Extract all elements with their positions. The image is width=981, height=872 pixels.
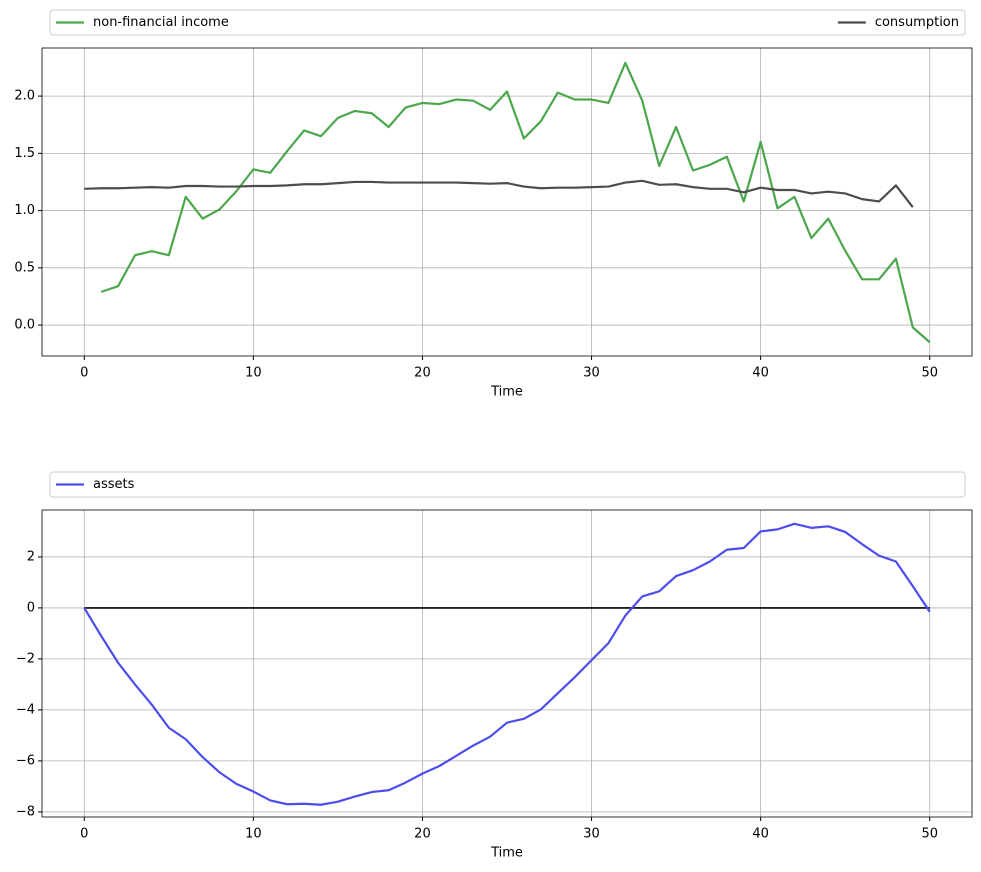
legend-label: consumption xyxy=(875,15,959,30)
series-line xyxy=(100,61,931,344)
x-tick-label: 40 xyxy=(752,366,769,381)
subplot: 0 10 20 30 40 50 −8 −6 −4 −2 0 2 Time assets xyxy=(16,471,973,861)
x-tick-label: 30 xyxy=(583,366,600,381)
y-tick-label: −6 xyxy=(16,753,35,768)
y-tick-label: 0.0 xyxy=(14,318,35,333)
y-tick-label: 2 xyxy=(27,549,35,564)
axes-frame xyxy=(41,509,973,818)
x-tick-label: 20 xyxy=(414,366,431,381)
y-tick-label: 0.5 xyxy=(14,260,35,275)
legend: assets xyxy=(49,471,966,498)
x-tick-label: 50 xyxy=(921,827,938,842)
y-tick-label: 2.0 xyxy=(14,89,35,104)
y-tick-label: 1.0 xyxy=(14,203,35,218)
legend-label: assets xyxy=(93,477,135,492)
legend-label: non-financial income xyxy=(93,15,229,30)
legend-box xyxy=(49,471,966,498)
series-line xyxy=(83,522,931,806)
x-tick-label: 0 xyxy=(80,827,88,842)
y-tick-label: −4 xyxy=(16,702,35,717)
x-tick-label: 30 xyxy=(583,827,600,842)
y-tick-label: 1.5 xyxy=(14,146,35,161)
x-tick-label: 40 xyxy=(752,827,769,842)
x-tick-label: 50 xyxy=(921,366,938,381)
series-line xyxy=(84,179,914,208)
x-tick-label: 0 xyxy=(80,366,88,381)
legend: non-financial income consumption xyxy=(49,9,966,36)
x-axis-label: Time xyxy=(490,385,523,400)
x-axis-label: Time xyxy=(490,846,523,861)
subplot: 0 10 20 30 40 50 0.0 0.5 1.0 1.5 2.0 Time non-financ… xyxy=(14,9,973,400)
axes-frame xyxy=(41,47,973,357)
y-tick-label: −8 xyxy=(16,804,35,819)
x-tick-label: 10 xyxy=(245,827,262,842)
legend-box xyxy=(49,9,966,36)
y-tick-label: −2 xyxy=(16,651,35,666)
x-tick-label: 20 xyxy=(414,827,431,842)
y-tick-label: 0 xyxy=(27,600,35,615)
x-tick-label: 10 xyxy=(245,366,262,381)
